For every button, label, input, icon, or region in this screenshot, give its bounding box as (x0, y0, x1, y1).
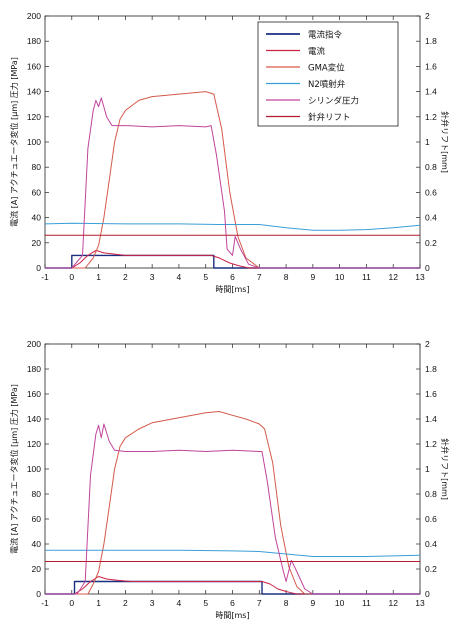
x-tick-label: 8 (284, 272, 289, 282)
x-tick-label: 7 (257, 598, 262, 608)
y2-tick-label: 0 (425, 589, 430, 599)
y2-tick-label: 0.2 (425, 238, 437, 248)
y2-tick-label: 1.6 (425, 61, 437, 71)
legend-box (257, 21, 399, 127)
y2-tick-label: 0.4 (425, 213, 437, 223)
x-tick-label: 5 (203, 598, 208, 608)
y-axis-label: 電流 [A] アクチュエータ変位 [μm] 圧力 [MPa] (9, 384, 19, 554)
x-tick-label: 12 (388, 272, 398, 282)
x-tick-label: 10 (335, 598, 345, 608)
y2-tick-label: 1.4 (425, 414, 437, 424)
legend-label: 針弁リフト (308, 112, 351, 123)
y2-tick-label: 1.2 (425, 112, 437, 122)
x-tick-label: 5 (203, 272, 208, 282)
x-tick-label: -1 (41, 598, 49, 608)
y-tick-label: 180 (27, 36, 41, 46)
y2-tick-label: 1.6 (425, 389, 437, 399)
y-tick-label: 0 (36, 263, 41, 273)
series-line-5 (45, 97, 420, 269)
legend-label: 電流指令 (308, 30, 343, 41)
x-axis-label: 時間[ms] (215, 285, 249, 294)
y2-tick-label: 2 (425, 339, 430, 349)
series-line-2 (45, 249, 420, 269)
y2-tick-label: 1.2 (425, 439, 437, 449)
legend-label: 電流 (308, 46, 326, 57)
y-tick-label: 100 (27, 464, 41, 474)
x-tick-label: 11 (362, 598, 371, 608)
y2-tick-label: 1 (425, 137, 430, 147)
x-tick-label: 0 (69, 272, 74, 282)
series-line-3 (45, 411, 420, 595)
y2-tick-label: 0 (425, 263, 430, 273)
series-line-2 (45, 576, 420, 595)
x-tick-label: 2 (123, 272, 128, 282)
x-tick-label: 6 (230, 598, 235, 608)
x-tick-label: 1 (96, 272, 101, 282)
y-tick-label: 140 (27, 414, 41, 424)
x-tick-label: 13 (415, 272, 425, 282)
y2-tick-label: 2 (425, 11, 430, 21)
x-tick-label: 9 (310, 598, 315, 608)
x-axis-label: 時間[ms] (215, 611, 249, 620)
y2-tick-label: 0.6 (425, 514, 437, 524)
y-tick-label: 120 (27, 439, 41, 449)
x-tick-label: 0 (69, 598, 74, 608)
y-tick-label: 40 (32, 213, 42, 223)
series-line-4 (45, 549, 421, 557)
x-tick-label: 13 (415, 598, 425, 608)
y-tick-label: 200 (27, 339, 41, 349)
y-tick-label: 60 (32, 187, 42, 197)
y-tick-label: 60 (32, 514, 42, 524)
y2-axis-label: 針弁リフト[mm] (440, 111, 450, 173)
x-tick-label: 4 (177, 272, 182, 282)
y2-tick-label: 0.8 (425, 162, 437, 172)
y2-tick-label: 1 (425, 464, 430, 474)
y-tick-label: 20 (32, 564, 42, 574)
y2-tick-label: 1.4 (425, 87, 437, 97)
x-tick-label: 6 (230, 272, 235, 282)
y2-tick-label: 0.4 (425, 539, 437, 549)
y2-tick-label: 0.2 (425, 564, 437, 574)
x-tick-label: 3 (150, 272, 155, 282)
x-tick-label: 7 (257, 272, 262, 282)
y-axis-label: 電流 [A] アクチュエータ変位 [μm] 圧力 [MPa] (9, 57, 19, 227)
y-tick-label: 160 (27, 389, 41, 399)
y2-tick-label: 0.6 (425, 187, 437, 197)
x-tick-label: 11 (362, 272, 371, 282)
y-tick-label: 100 (27, 137, 41, 147)
series-line-5 (45, 423, 420, 595)
y-tick-label: 40 (32, 539, 42, 549)
x-tick-label: 10 (335, 272, 345, 282)
x-tick-label: 1 (96, 598, 101, 608)
y2-tick-label: 1.8 (425, 364, 437, 374)
legend-label: シリンダ圧力 (308, 96, 359, 107)
x-tick-label: 4 (177, 598, 182, 608)
chart-2: -1 0 1 2 3 4 5 6 7 8 9 10 11 12 1302040608010012014016… (9, 339, 450, 620)
series-line-3 (45, 91, 420, 269)
y-tick-label: 140 (27, 87, 41, 97)
x-tick-label: 3 (150, 598, 155, 608)
y-tick-label: 160 (27, 61, 41, 71)
y-tick-label: 200 (27, 11, 41, 21)
y-tick-label: 80 (32, 162, 42, 172)
chart-1: -1 0 1 2 3 4 5 6 7 8 9 10 11 12 1302040608010012014016… (9, 11, 450, 294)
legend-label: N2噴射弁 (308, 79, 346, 90)
y2-axis-label: 針弁リフト[mm] (440, 438, 450, 500)
y-tick-label: 20 (32, 238, 42, 248)
series-line-4 (44, 222, 421, 231)
y-tick-label: 120 (27, 112, 41, 122)
x-tick-label: -1 (41, 272, 49, 282)
x-tick-label: 8 (284, 598, 289, 608)
y-tick-label: 80 (32, 489, 42, 499)
legend-label: GMA変位 (308, 63, 345, 74)
y-tick-label: 0 (36, 589, 41, 599)
y2-tick-label: 1.8 (425, 36, 437, 46)
x-tick-label: 9 (310, 272, 315, 282)
y2-tick-label: 0.8 (425, 489, 437, 499)
x-tick-label: 2 (123, 598, 128, 608)
x-tick-label: 12 (388, 598, 398, 608)
y-tick-label: 180 (27, 364, 41, 374)
